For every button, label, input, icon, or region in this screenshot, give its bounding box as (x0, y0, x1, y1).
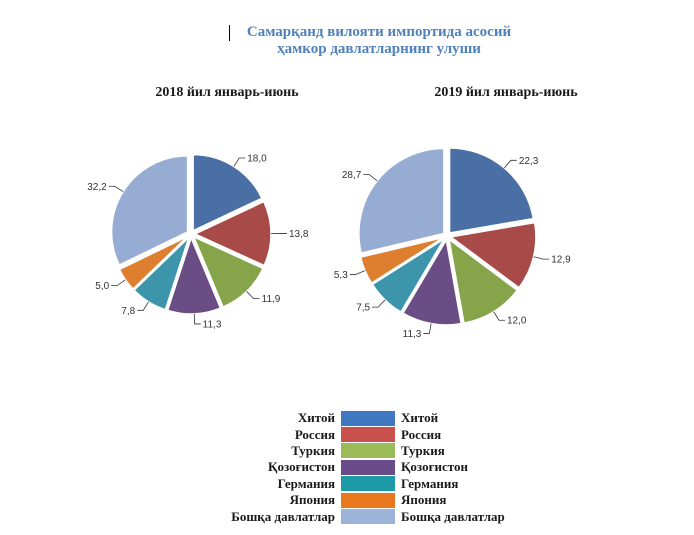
pie-2019-leader-5 (372, 299, 386, 308)
legend-swatch (341, 459, 395, 475)
legend-label-right: Россия (401, 426, 442, 442)
legend-row: Россия Россия (180, 426, 540, 443)
legend-swatch (341, 443, 395, 459)
pie-2018-label-7: 32,2 (87, 182, 107, 193)
pie-charts: 18,0 13,8 11,9 11,3 7,8 5,0 32,2 22,3 12,9 12,0 11… (87, 147, 571, 340)
pie-2019-label-3: 12,0 (507, 316, 527, 327)
legend-row: Туркия Туркия (180, 443, 540, 459)
legend-swatch (341, 427, 395, 443)
pie-2018-label-6: 5,0 (95, 281, 109, 292)
legend-row: Бошқа давлатлар Бошқа давлатлар (180, 508, 540, 525)
text-cursor (229, 25, 230, 41)
legend-swatch (341, 410, 395, 426)
pie-2019-slice-7 (358, 147, 445, 255)
pie-2019-slice-4 (401, 237, 463, 326)
pie-2019-label-1: 22,3 (519, 156, 539, 167)
legend-row: Япония Япония (180, 492, 540, 508)
pie-2019-leader-4 (423, 323, 432, 334)
pie-2018-label-3: 11,9 (262, 294, 281, 305)
legend-label-right: Туркия (401, 442, 445, 458)
legend-label-left: Хитой (297, 410, 335, 426)
legend-label-left: Қозоғистон (268, 459, 335, 475)
pie-2018-label-5: 7,8 (121, 306, 135, 317)
pie-2018-leader-4 (193, 313, 201, 325)
pie-2019-leader-2 (533, 256, 550, 260)
pie-2018-leader-3 (246, 291, 260, 300)
legend-row: Қозоғистон Қозоғистон (180, 459, 540, 475)
pie-2018-slice-2 (193, 200, 272, 267)
pie-2018-leader-7 (108, 185, 124, 192)
legend-swatch (341, 509, 395, 525)
pie-2018-slice-1 (192, 153, 263, 232)
pie-2019-slice-1 (448, 147, 535, 234)
pie-2019-label-5: 7,5 (356, 303, 370, 314)
legend-row: Хитой Хитой (180, 410, 540, 426)
pie-2018-title: 2018 йил январь-июнь (155, 85, 299, 100)
chart-title: Самарқанд вилояти импортида асосий ҳамко… (229, 24, 529, 58)
legend-label-right: Хитой (401, 410, 439, 426)
legend-swatch (341, 476, 395, 492)
pie-2019-label-4: 11,3 (403, 329, 422, 340)
legend-label-right: Япония (401, 492, 447, 508)
chart-title-line1: Самарқанд вилояти импортида асосий (246, 24, 512, 40)
legend-label-left: Россия (294, 426, 335, 442)
pie-2018-label-2: 13,8 (289, 229, 309, 240)
pie-2018-slice-5 (133, 236, 190, 311)
legend-swatch (341, 492, 395, 508)
pie-2018-label-1: 18,0 (247, 154, 267, 165)
pie-2018-label-4: 11,3 (203, 319, 222, 330)
legend-label-right: Бошқа давлатлар (401, 508, 505, 524)
legend: Хитой Хитой Россия Россия Туркия Туркия Қозоғи… (180, 410, 540, 525)
chart-title-line2: ҳамкор давлатларнинг улуши (277, 41, 481, 57)
pie-2018-leader-5 (137, 301, 149, 311)
legend-label-left: Япония (289, 492, 335, 508)
legend-label-left: Туркия (291, 442, 335, 458)
pie-2018-leader-6 (111, 279, 126, 286)
legend-label-left: Бошқа давлатлар (231, 508, 335, 524)
pie-2019-slice-3 (448, 237, 519, 324)
pie-2019-leader-1 (504, 159, 517, 169)
legend-row: Германия Германия (180, 476, 540, 492)
pie-2019-title: 2019 йил январь-июнь (434, 85, 578, 100)
legend-label-left: Германия (277, 475, 335, 491)
pie-2019-leader-7 (363, 174, 378, 182)
legend-label-right: Қозоғистон (401, 459, 468, 475)
pie-2019-slice-6 (359, 236, 444, 285)
pie-2019-label-6: 5,3 (334, 270, 348, 281)
pie-2019-leader-6 (349, 270, 366, 275)
pie-2019-leader-3 (493, 311, 505, 321)
pie-2018-leader-1 (233, 157, 246, 167)
pie-2019-label-7: 28,7 (342, 170, 362, 181)
legend-label-right: Германия (401, 475, 459, 491)
pie-2019-label-2: 12,9 (551, 255, 571, 266)
pie-2019-slice-2 (449, 221, 537, 289)
